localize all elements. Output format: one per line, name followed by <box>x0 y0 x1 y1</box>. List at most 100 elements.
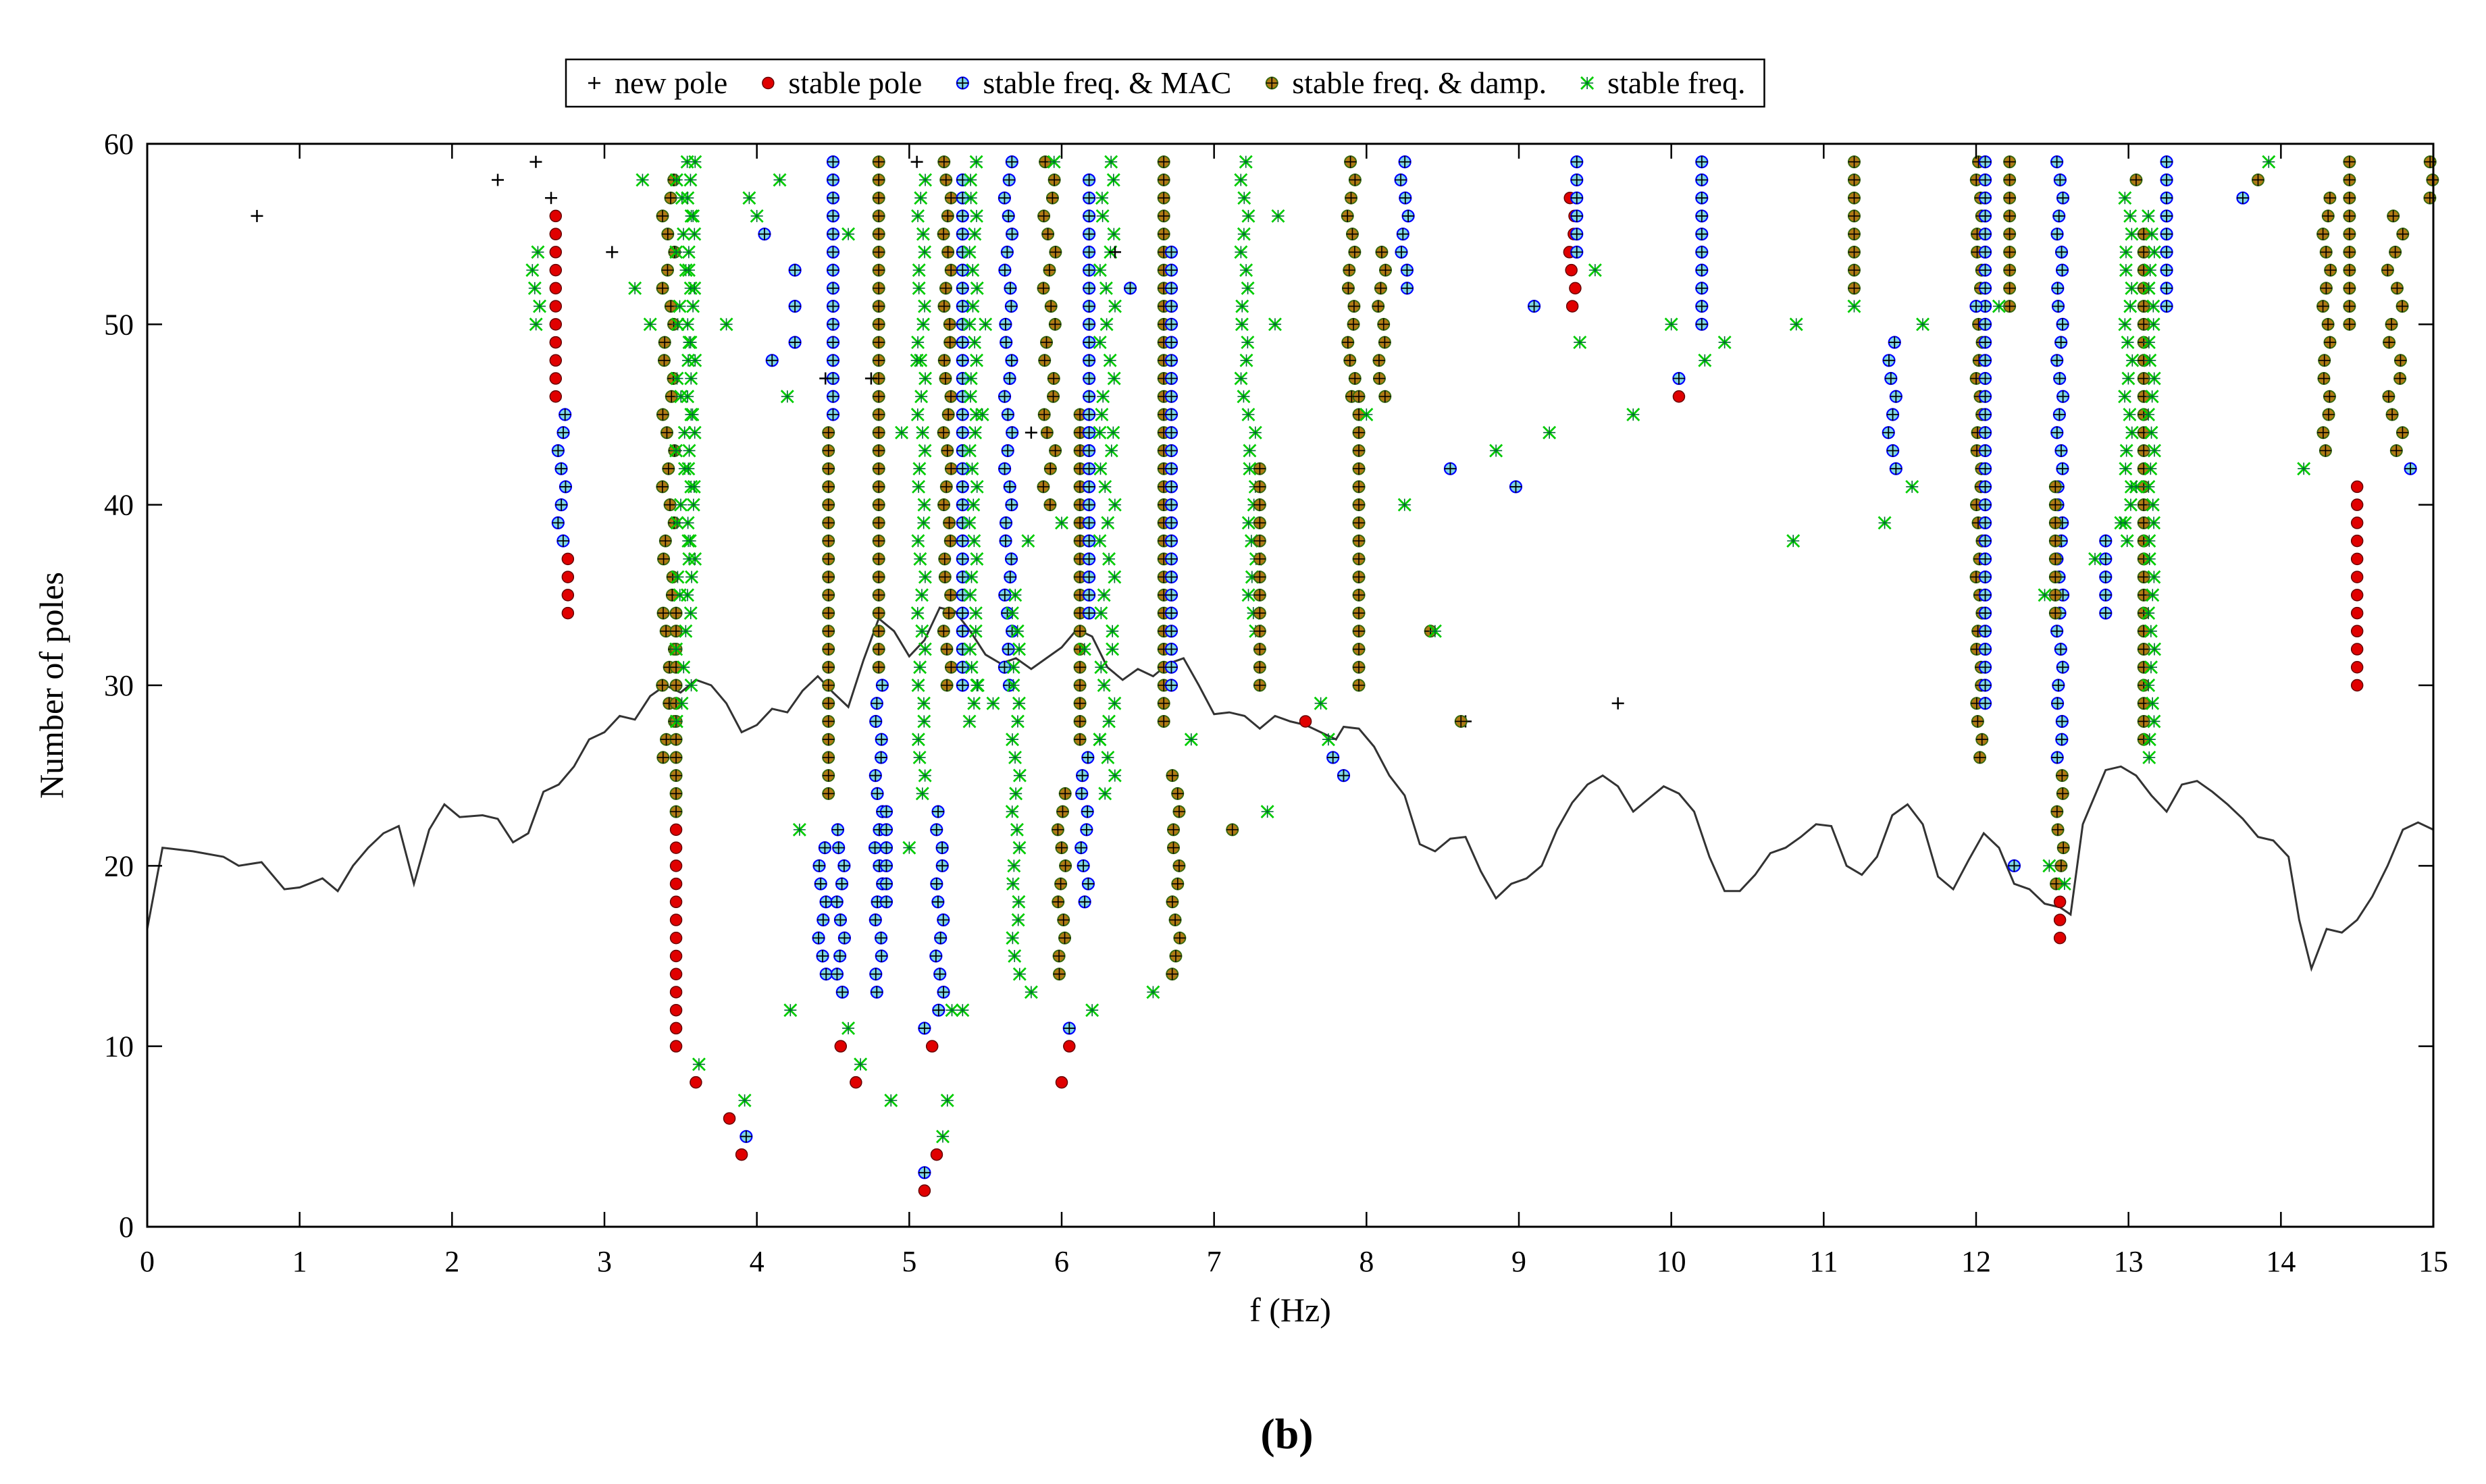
pole-marker-damp <box>2316 426 2330 440</box>
pole-marker-stable <box>669 1040 683 1053</box>
pole-marker-mac <box>1164 282 1179 295</box>
legend-item-damp: stable freq. & damp. <box>1265 65 1547 100</box>
pole-marker-freq <box>2121 336 2135 350</box>
dot <box>549 228 563 240</box>
pole-marker-damp <box>1253 660 1266 674</box>
pole-marker-damp <box>2056 841 2070 855</box>
pole-marker-freq <box>1248 425 1262 440</box>
pole-marker-mac <box>879 895 894 909</box>
pole-marker-freq <box>1006 931 1020 945</box>
pole-marker-freq <box>945 1003 959 1017</box>
pole-marker-freq <box>688 227 702 241</box>
pole-marker-freq <box>1095 408 1109 421</box>
pole-marker-mac <box>826 155 840 169</box>
pole-marker-mac <box>1164 371 1179 386</box>
pole-marker-mac <box>956 390 969 403</box>
pole-marker-freq <box>677 660 691 674</box>
dot <box>723 1112 736 1125</box>
pole-marker-freq <box>1489 444 1503 458</box>
pole-marker-freq <box>962 444 977 458</box>
pole-marker-freq <box>1108 570 1122 584</box>
pole-marker-freq <box>1717 336 1732 350</box>
pole-marker-damp <box>1352 426 1366 440</box>
pole-marker-damp <box>822 516 835 529</box>
pole-marker-freq <box>677 227 690 241</box>
pole-marker-damp <box>940 679 954 692</box>
pole-marker-mac <box>1978 625 1992 638</box>
pole-marker-damp <box>1352 534 1366 548</box>
pole-marker-mac <box>1695 228 1709 241</box>
pole-marker-freq <box>675 696 689 710</box>
pole-marker-mac <box>1083 245 1096 259</box>
dot <box>561 606 575 620</box>
pole-marker-stable <box>549 209 563 223</box>
pole-marker-mac <box>826 336 840 349</box>
pole-marker-damp <box>872 606 885 620</box>
pole-marker-damp <box>2396 228 2410 241</box>
pole-marker-new <box>910 155 923 168</box>
pole-marker-freq <box>1241 408 1255 421</box>
pole-marker-mac <box>2055 263 2069 277</box>
legend-label-stable: stable pole <box>788 65 922 100</box>
pole-marker-freq <box>918 371 932 386</box>
pole-marker-mac <box>1337 769 1351 783</box>
y-tick-label: 0 <box>119 1211 134 1244</box>
pole-marker-freq <box>967 534 981 548</box>
pole-marker-freq <box>2146 317 2160 332</box>
pole-marker-freq <box>1009 787 1023 801</box>
pole-marker-mac <box>2160 228 2173 241</box>
pole-marker-freq <box>681 245 696 259</box>
pole-marker-mac <box>932 1003 946 1017</box>
pole-marker-damp <box>1172 805 1186 818</box>
pole-marker-freq <box>964 570 979 584</box>
pole-marker-damp <box>656 282 669 295</box>
pole-marker-freq <box>2144 660 2158 674</box>
pole-marker-damp <box>1352 498 1366 512</box>
pole-marker-damp <box>2137 372 2150 386</box>
pole-marker-mac <box>1000 245 1014 259</box>
pole-marker-mac <box>931 805 945 818</box>
pole-marker-mac <box>869 968 883 981</box>
pole-marker-mac <box>1978 336 1992 349</box>
pole-marker-damp <box>1168 913 1182 927</box>
dot <box>2350 571 2364 583</box>
pole-marker-freq <box>916 227 930 241</box>
pole-marker-freq <box>1094 660 1108 674</box>
pole-marker-freq <box>966 299 980 313</box>
pole-marker-damp <box>1345 191 1358 205</box>
pole-marker-stable <box>549 354 563 367</box>
pole-marker-damp <box>944 462 958 475</box>
pole-marker-freq <box>1102 714 1116 728</box>
pole-marker-damp <box>2385 408 2399 421</box>
pole-marker-freq <box>2146 696 2160 710</box>
pole-marker-stable <box>561 589 575 602</box>
pole-marker-freq <box>2125 227 2139 241</box>
x-tick-label: 12 <box>1961 1245 1991 1278</box>
pole-marker-freq <box>962 516 977 530</box>
pole-marker-mac <box>933 968 947 981</box>
pole-marker-damp <box>1044 300 1058 313</box>
pole-marker-freq <box>1104 155 1118 169</box>
pole-marker-freq <box>2057 877 2071 891</box>
pole-marker-mac <box>1164 426 1179 440</box>
pole-marker-freq <box>2144 425 2158 440</box>
pole-marker-mac <box>937 913 950 927</box>
pole-marker-stable <box>1672 390 1686 403</box>
pole-marker-freq <box>1664 317 1678 332</box>
pole-marker-damp <box>1352 552 1366 566</box>
pole-marker-mac <box>1527 300 1541 313</box>
pole-marker-mac <box>879 823 894 837</box>
pole-marker-mac <box>2099 570 2113 584</box>
pole-marker-damp <box>1372 300 1385 313</box>
pole-marker-freq <box>1106 642 1120 656</box>
y-tick-label: 20 <box>104 849 134 882</box>
pole-marker-mac <box>2056 191 2070 205</box>
pole-marker-damp <box>1157 697 1170 710</box>
pole-marker-damp <box>1847 155 1861 169</box>
pole-marker-damp <box>2396 300 2409 313</box>
pole-marker-mac <box>1978 480 1992 494</box>
pole-marker-damp <box>1253 498 1266 512</box>
pole-marker-freq <box>956 1003 970 1017</box>
pole-marker-mac <box>1398 155 1412 169</box>
